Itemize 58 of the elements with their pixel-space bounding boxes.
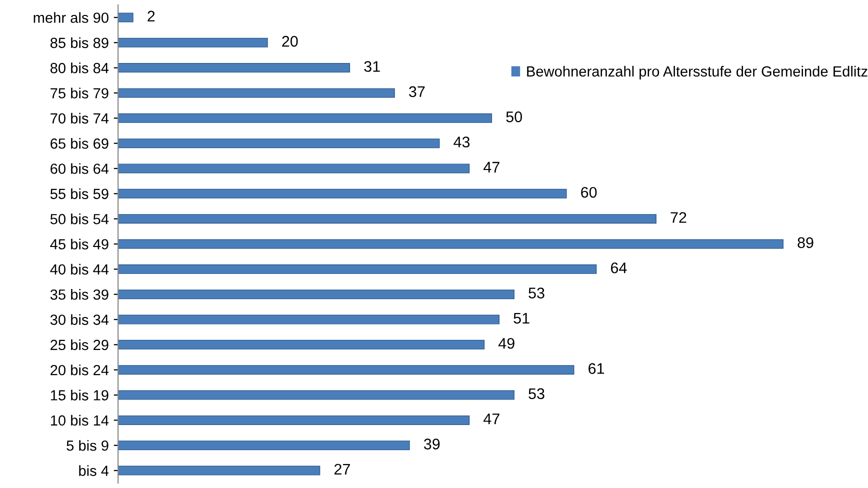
data-label: 31 [364, 61, 380, 72]
bar [118, 63, 350, 73]
bar [118, 314, 500, 324]
y-tick-label: 20 bis 24 [50, 364, 109, 376]
data-label: 47 [484, 414, 500, 424]
y-tick-label: 80 bis 84 [50, 62, 109, 74]
y-tick-label: 45 bis 49 [50, 238, 108, 250]
y-tick-label: 70 bis 74 [50, 112, 109, 124]
data-label: 60 [581, 186, 597, 198]
data-label: 89 [798, 237, 814, 248]
data-label: 61 [588, 363, 604, 374]
bar [118, 340, 485, 350]
bar [118, 214, 656, 224]
bar [118, 390, 514, 400]
data-label: 37 [409, 86, 425, 98]
y-tick-label: 10 bis 14 [50, 414, 109, 426]
bar [118, 164, 470, 174]
y-tick-label: 35 bis 39 [50, 289, 108, 300]
data-label: 53 [528, 288, 544, 298]
data-label: 72 [670, 212, 686, 223]
data-label: 20 [282, 36, 298, 47]
y-tick-label: 55 bis 59 [50, 188, 108, 200]
bar [118, 440, 410, 450]
bar [118, 365, 574, 375]
bar [118, 88, 395, 98]
y-tick-label: 25 bis 29 [50, 339, 108, 350]
y-tick-label: 75 bis 79 [50, 88, 108, 98]
legend-label: Bewohneranzahl pro Altersstufe der Gemeinde Edlitz [527, 66, 868, 80]
y-tick-label: 15 bis 19 [50, 390, 108, 400]
y-tick-label: mehr als 90 [34, 12, 108, 23]
bar [118, 138, 440, 148]
y-tick-label: bis 4 [79, 465, 109, 476]
data-label: 64 [610, 262, 627, 274]
bar [118, 264, 597, 274]
y-tick-label: 40 bis 44 [50, 264, 109, 275]
bar [118, 12, 134, 22]
data-label: 39 [424, 438, 440, 450]
bar [118, 239, 784, 249]
bar [118, 466, 320, 476]
bar [118, 188, 567, 198]
data-label: 2 [148, 10, 155, 22]
bar [118, 415, 470, 425]
bar [118, 38, 268, 48]
data-label: 50 [506, 111, 522, 122]
y-tick-label: 60 bis 64 [50, 163, 109, 174]
y-tick-label: 5 bis 9 [66, 440, 108, 451]
data-label: 49 [498, 338, 514, 349]
data-label: 43 [454, 136, 470, 148]
bar [118, 290, 514, 300]
y-tick-label: 30 bis 34 [50, 314, 109, 325]
data-label: 47 [484, 162, 500, 172]
y-tick-label: 50 bis 54 [50, 214, 109, 224]
y-tick-label: 65 bis 69 [50, 138, 108, 149]
data-label: 53 [528, 388, 544, 400]
y-tick-label: 85 bis 89 [50, 37, 108, 48]
bar [118, 113, 492, 123]
data-label: 27 [334, 464, 350, 474]
data-label: 51 [514, 312, 530, 324]
